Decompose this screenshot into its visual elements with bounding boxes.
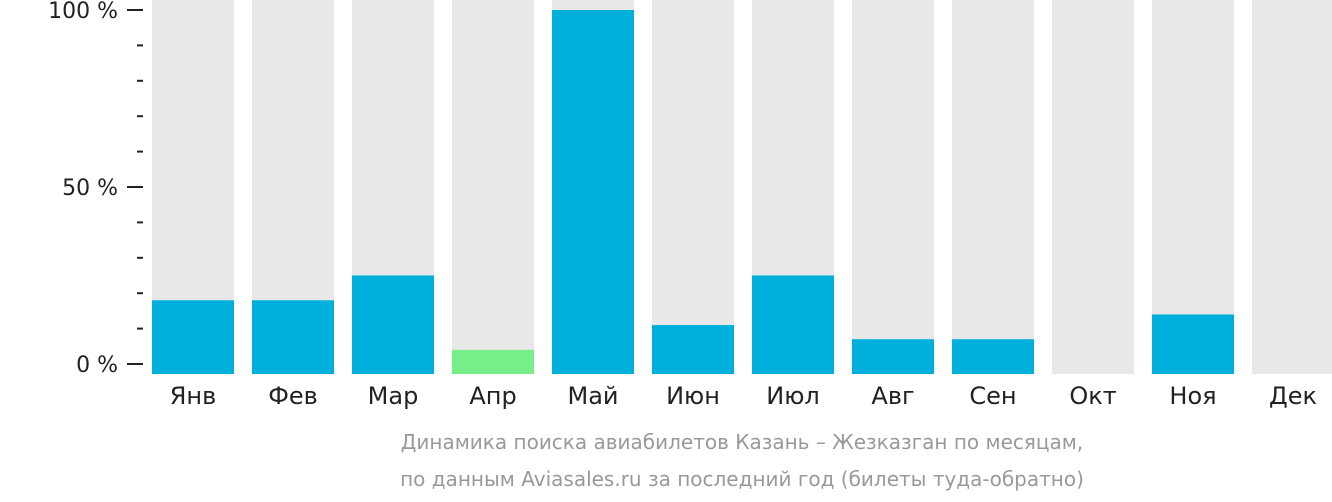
- bar-Сен[interactable]: [952, 339, 1034, 374]
- bar-Авг[interactable]: [852, 339, 934, 374]
- x-tick-label: Мар: [368, 382, 419, 410]
- y-tick-label: 100 %: [48, 0, 118, 24]
- bar-background: [452, 0, 534, 374]
- x-tick-label: Янв: [170, 382, 217, 410]
- bar-background: [1152, 0, 1234, 374]
- x-tick-label: Фев: [268, 382, 318, 410]
- chart-caption-line-2: по данным Aviasales.ru за последний год …: [400, 467, 1084, 491]
- bar-background: [1252, 0, 1332, 374]
- x-tick-label: Авг: [871, 382, 914, 410]
- bar-background: [1052, 0, 1134, 374]
- x-tick-label: Июн: [666, 382, 720, 410]
- y-tick-label: 0 %: [76, 353, 118, 378]
- bar-Май[interactable]: [552, 10, 634, 374]
- x-axis-labels: Янв Фев Мар Апр Май Июн Июл Авг Сен Окт Ноя Дек: [170, 382, 1317, 410]
- bar-Ноя[interactable]: [1152, 314, 1234, 374]
- x-tick-label: Июл: [766, 382, 820, 410]
- bar-background: [952, 0, 1034, 374]
- y-tick-label: 50 %: [62, 176, 118, 201]
- x-tick-label: Дек: [1269, 382, 1317, 410]
- chart-caption-line-1: Динамика поиска авиабилетов Казань – Жез…: [400, 430, 1084, 454]
- data-bars: [152, 10, 1234, 374]
- bar-Янв[interactable]: [152, 300, 234, 374]
- bar-background: [652, 0, 734, 374]
- y-axis: 0 % 50 % 100 %: [48, 0, 143, 378]
- x-tick-label: Сен: [969, 382, 1016, 410]
- x-tick-label: Май: [567, 382, 618, 410]
- bar-Июл[interactable]: [752, 275, 834, 375]
- bar-Мар[interactable]: [352, 275, 434, 375]
- bar-background: [852, 0, 934, 374]
- x-tick-label: Апр: [469, 382, 516, 410]
- x-tick-label: Окт: [1069, 382, 1116, 410]
- bar-Июн[interactable]: [652, 325, 734, 374]
- x-tick-label: Ноя: [1169, 382, 1216, 410]
- bar-Апр[interactable]: [452, 349, 534, 374]
- bar-chart: 0 % 50 % 100 % Янв Фев Мар Апр Май Июн Июл Авг Сен…: [48, 0, 1332, 410]
- bar-Фев[interactable]: [252, 300, 334, 374]
